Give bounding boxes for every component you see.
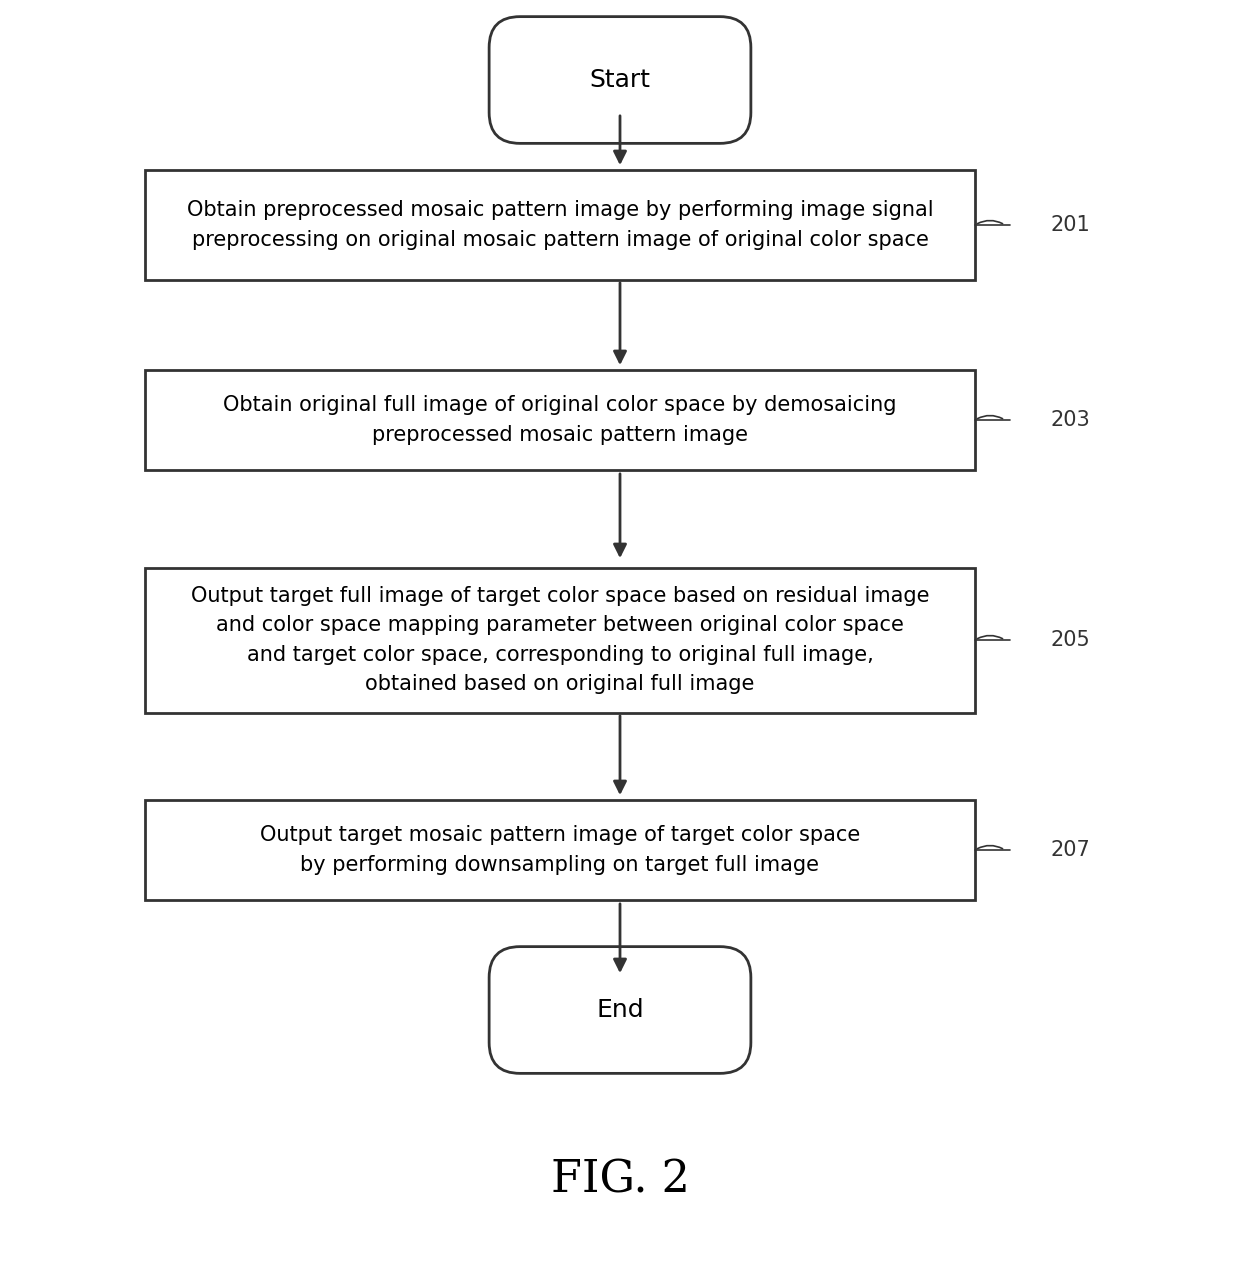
Text: Obtain original full image of original color space by demosaicing
preprocessed m: Obtain original full image of original c… — [223, 395, 897, 444]
Text: Obtain preprocessed mosaic pattern image by performing image signal
preprocessin: Obtain preprocessed mosaic pattern image… — [187, 201, 934, 250]
Text: 207: 207 — [1050, 840, 1090, 859]
FancyBboxPatch shape — [489, 946, 751, 1074]
FancyBboxPatch shape — [145, 370, 975, 469]
FancyBboxPatch shape — [489, 16, 751, 144]
Text: Start: Start — [589, 68, 651, 92]
FancyBboxPatch shape — [145, 800, 975, 900]
Text: End: End — [596, 998, 644, 1022]
Text: 201: 201 — [1050, 215, 1090, 235]
Text: Output target full image of target color space based on residual image
and color: Output target full image of target color… — [191, 586, 929, 694]
Text: FIG. 2: FIG. 2 — [551, 1159, 689, 1201]
Text: Output target mosaic pattern image of target color space
by performing downsampl: Output target mosaic pattern image of ta… — [260, 825, 861, 875]
Text: 203: 203 — [1050, 410, 1090, 430]
Text: 205: 205 — [1050, 630, 1090, 650]
FancyBboxPatch shape — [145, 170, 975, 280]
FancyBboxPatch shape — [145, 568, 975, 713]
